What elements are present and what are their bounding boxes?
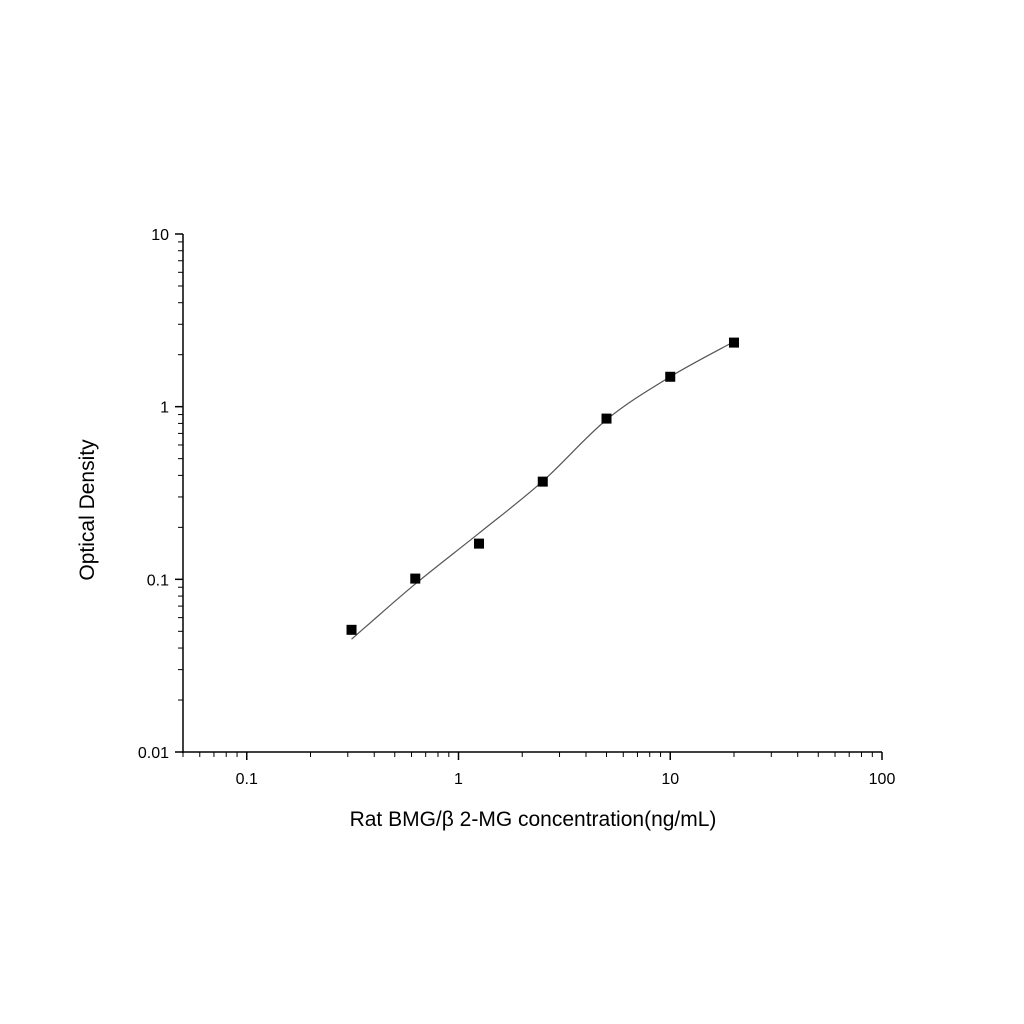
y-tick-label: 1	[160, 400, 169, 417]
data-point	[346, 624, 357, 635]
fit-curve	[351, 341, 735, 640]
data-point	[601, 413, 612, 424]
axes	[182, 234, 882, 753]
x-tick-label: 10	[661, 771, 679, 788]
y-axis-title: Optical Density	[76, 439, 99, 581]
y-tick-label: 0.1	[147, 572, 169, 589]
data-point	[665, 371, 676, 382]
y-tick-label: 0.01	[138, 745, 169, 762]
data-point	[474, 538, 485, 549]
y-tick-label: 10	[151, 227, 169, 244]
marks	[346, 337, 739, 640]
data-point	[728, 337, 739, 348]
data-point	[410, 573, 421, 584]
x-tick-label: 1	[454, 771, 463, 788]
x-tick-label: 0.1	[236, 771, 258, 788]
x-axis-title: Rat BMG/β 2-MG concentration(ng/mL)	[350, 808, 717, 831]
x-tick-label: 100	[869, 771, 896, 788]
ticks: 0.1 1 10 100 0.01 0.1 1 10	[138, 227, 896, 788]
data-point	[537, 476, 548, 487]
